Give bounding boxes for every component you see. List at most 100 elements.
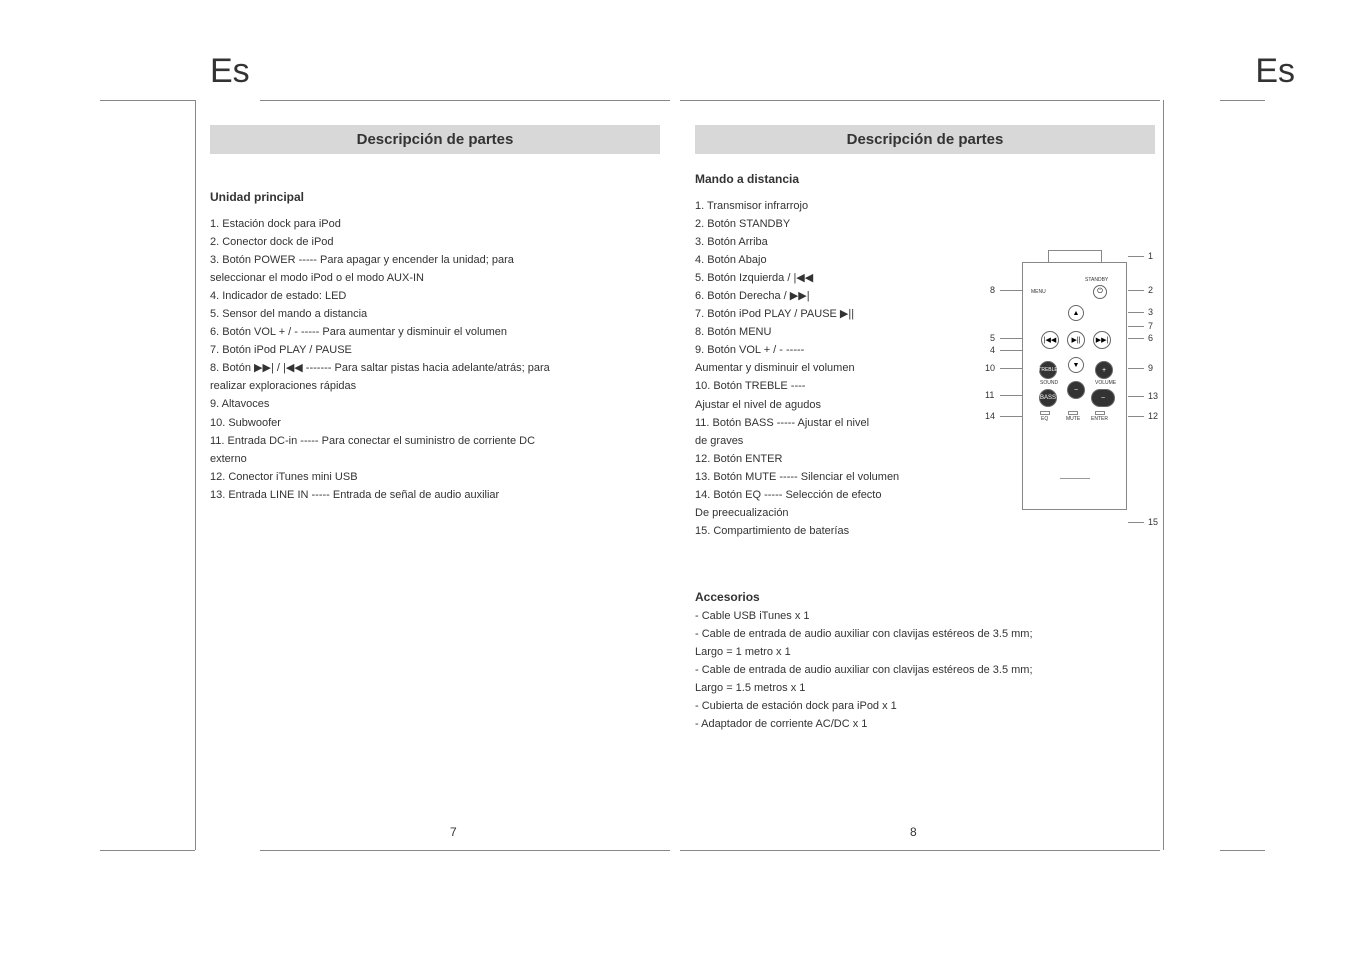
standby-button-icon: ⏻ [1093, 285, 1107, 299]
leader-line [1128, 312, 1144, 313]
list-item: Largo = 1 metro x 1 [695, 644, 1145, 661]
subheader-right: Mando a distancia [695, 172, 1155, 186]
leader-num: 12 [1148, 411, 1158, 421]
battery-compartment-icon [1060, 478, 1090, 506]
rule-line [1220, 100, 1265, 101]
leader-num: 5 [990, 333, 995, 343]
vol-minus-button-icon: − [1091, 389, 1115, 407]
remote-body: STANDBY MENU ⏻ ▲ |◀◀ ▶|| ▶▶| ▼ TREBLE − … [1022, 262, 1127, 510]
play-pause-button-icon: ▶|| [1067, 331, 1085, 349]
list-item: 11. Botón BASS ----- Ajustar el nivel [695, 415, 950, 432]
list-item: 8. Botón MENU [695, 324, 950, 341]
bass-button-icon: BASS [1039, 389, 1057, 407]
list-item: 15. Compartimiento de baterías [695, 523, 950, 540]
list-item: 4. Indicador de estado: LED [210, 288, 660, 305]
list-item: externo [210, 451, 660, 468]
leader-line [1000, 416, 1022, 417]
next-button-icon: ▶▶| [1093, 331, 1111, 349]
rule-line [195, 100, 196, 850]
list-item: 14. Botón EQ ----- Selección de efecto [695, 487, 950, 504]
leader-line [1000, 290, 1022, 291]
list-item: 11. Entrada DC-in ----- Para conectar el… [210, 433, 660, 450]
rule-line [1163, 100, 1164, 850]
vol-down-button-icon: − [1067, 381, 1085, 399]
list-item: 2. Conector dock de iPod [210, 234, 660, 251]
list-item: 10. Botón TREBLE ---- [695, 378, 950, 395]
leader-line [1128, 290, 1144, 291]
standby-label: STANDBY [1085, 277, 1108, 283]
list-item: seleccionar el modo iPod o el modo AUX-I… [210, 270, 660, 287]
eq-button-icon [1040, 411, 1050, 415]
rule-line [1220, 850, 1265, 851]
list-item: 9. Altavoces [210, 396, 660, 413]
list-item: de graves [695, 433, 950, 450]
list-item: 3. Botón POWER ----- Para apagar y encen… [210, 252, 660, 269]
list-item: 5. Sensor del mando a distancia [210, 306, 660, 323]
page-number-right: 8 [910, 825, 917, 839]
sound-label: SOUND [1040, 380, 1058, 386]
mute-label: MUTE [1066, 416, 1080, 422]
leader-num: 2 [1148, 285, 1153, 295]
leader-line [1128, 416, 1144, 417]
rule-line [100, 100, 195, 101]
leader-num: 14 [985, 411, 995, 421]
list-item: 5. Botón Izquierda / |◀◀ [695, 270, 950, 287]
rule-line [100, 850, 195, 851]
list-item: 2. Botón STANDBY [695, 216, 950, 233]
leader-num: 7 [1148, 321, 1153, 331]
leader-num: 11 [985, 390, 994, 400]
page-number-left: 7 [450, 825, 457, 839]
leader-num: 8 [990, 285, 995, 295]
mute-button-icon [1068, 411, 1078, 415]
list-item: Largo = 1.5 metros x 1 [695, 680, 1145, 697]
ir-lens-icon [1048, 250, 1102, 262]
leader-line [1000, 368, 1022, 369]
list-item: 8. Botón ▶▶| / |◀◀ ------- Para saltar p… [210, 360, 660, 377]
leader-line [1128, 396, 1144, 397]
list-item: 7. Botón iPod PLAY / PAUSE [210, 342, 660, 359]
eq-label: EQ [1041, 416, 1048, 422]
accesorios-header: Accesorios [695, 590, 1145, 604]
leader-num: 13 [1148, 391, 1158, 401]
list-item: 9. Botón VOL + / - ----- [695, 342, 950, 359]
list-item: 12. Conector iTunes mini USB [210, 469, 660, 486]
rule-line [680, 850, 1160, 851]
list-right: 1. Transmisor infrarrojo 2. Botón STANDB… [695, 198, 950, 540]
leader-num: 15 [1148, 517, 1158, 527]
list-item: 6. Botón Derecha / ▶▶| [695, 288, 950, 305]
leader-line [1000, 395, 1022, 396]
enter-label: ENTER [1091, 416, 1108, 422]
leader-line [1128, 326, 1144, 327]
prev-button-icon: |◀◀ [1041, 331, 1059, 349]
leader-num: 3 [1148, 307, 1153, 317]
leader-line [1128, 368, 1144, 369]
list-item: Aumentar y disminuir el volumen [695, 360, 950, 377]
down-button-icon: ▼ [1068, 357, 1084, 373]
list-item: Ajustar el nivel de agudos [695, 397, 950, 414]
list-item: 10. Subwoofer [210, 415, 660, 432]
right-page-content: Descripción de partes Mando a distancia … [695, 125, 1155, 541]
vol-up-button-icon: + [1095, 361, 1113, 379]
list-item: 13. Entrada LINE IN ----- Entrada de señ… [210, 487, 660, 504]
rule-line [260, 100, 670, 101]
leader-line [1128, 522, 1144, 523]
lang-label-right: Es [1255, 52, 1295, 91]
list-item: 3. Botón Arriba [695, 234, 950, 251]
list-item: 6. Botón VOL + / - ----- Para aumentar y… [210, 324, 660, 341]
treble-button-icon: TREBLE [1039, 361, 1057, 379]
list-item: realizar exploraciones rápidas [210, 378, 660, 395]
accesorios-list: - Cable USB iTunes x 1 - Cable de entrad… [695, 608, 1145, 733]
leader-num: 4 [990, 345, 995, 355]
rule-line [680, 100, 1160, 101]
leader-line [1000, 350, 1022, 351]
list-item: - Adaptador de corriente AC/DC x 1 [695, 716, 1145, 733]
leader-line [1000, 338, 1022, 339]
enter-button-icon [1095, 411, 1105, 415]
remote-diagram: STANDBY MENU ⏻ ▲ |◀◀ ▶|| ▶▶| ▼ TREBLE − … [980, 250, 1155, 535]
list-item: - Cable USB iTunes x 1 [695, 608, 1145, 625]
list-item: 13. Botón MUTE ----- Silenciar el volume… [695, 469, 950, 486]
leader-line [1128, 338, 1144, 339]
lang-label-left: Es [210, 52, 250, 91]
left-page-content: Descripción de partes Unidad principal 1… [210, 125, 660, 505]
volume-label: VOLUME [1095, 380, 1116, 386]
